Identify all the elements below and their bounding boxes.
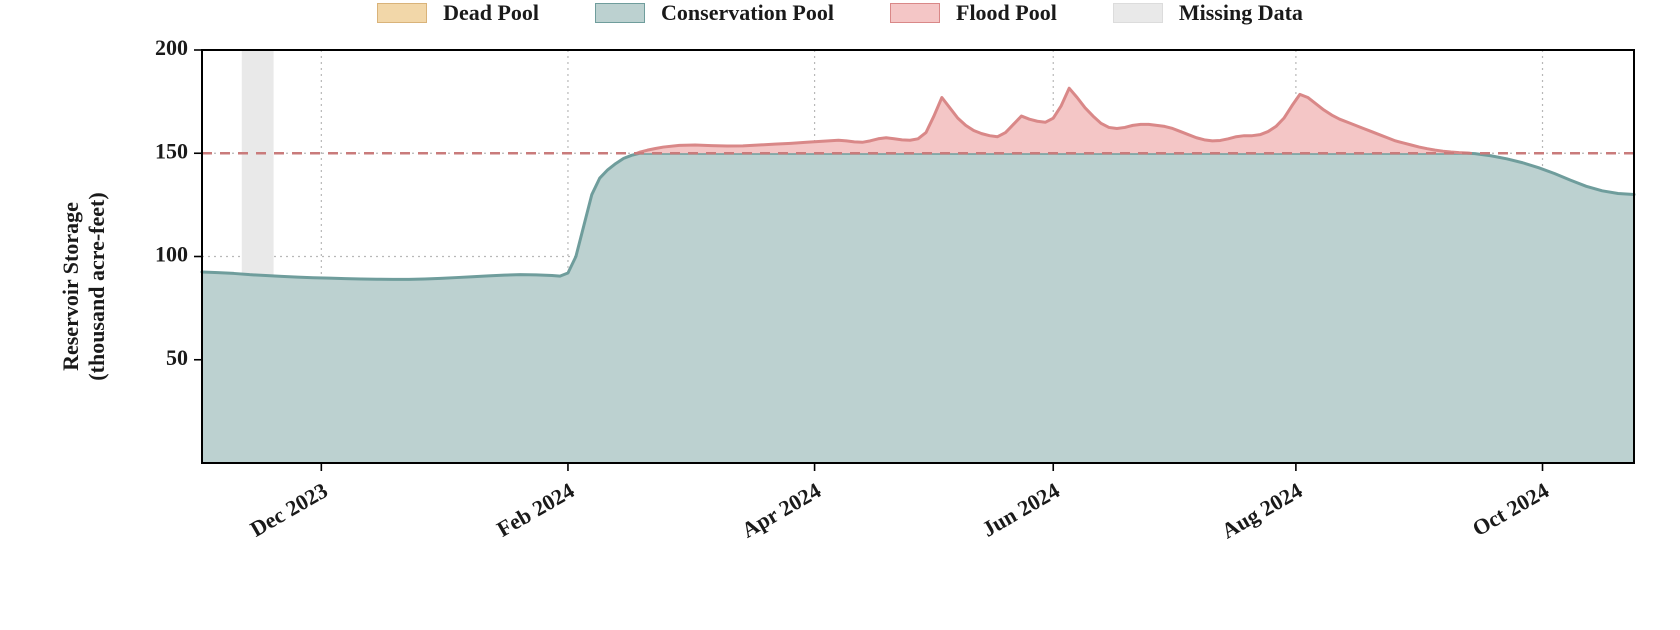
legend-item-flood: Flood Pool [890,0,1057,26]
chart-stage: Dead Pool Conservation Pool Flood Pool M… [0,0,1680,630]
legend-swatch-flood [890,3,940,23]
legend-swatch-missing [1113,3,1163,23]
legend-label: Missing Data [1179,0,1303,26]
x-tick-label: Oct 2024 [1468,478,1553,542]
x-tick-label: Apr 2024 [737,478,825,543]
y-tick-label: 50 [166,345,188,370]
y-tick-label: 150 [155,138,188,163]
legend-swatch-dead [377,3,427,23]
legend: Dead Pool Conservation Pool Flood Pool M… [0,0,1680,28]
y-axis-label: Reservoir Storage (thousand acre-feet) [58,192,110,380]
legend-item-dead: Dead Pool [377,0,539,26]
x-tick-label: Jun 2024 [978,478,1064,542]
y-tick-label: 100 [155,242,188,267]
legend-item-missing: Missing Data [1113,0,1303,26]
legend-item-cons: Conservation Pool [595,0,834,26]
x-tick-label: Aug 2024 [1217,478,1306,544]
legend-label: Dead Pool [443,0,539,26]
legend-swatch-cons [595,3,645,23]
x-tick-label: Feb 2024 [492,478,578,542]
legend-label: Conservation Pool [661,0,834,26]
y-tick-label: 200 [155,35,188,60]
reservoir-storage-chart: 50 100 150 200 Dec 2023 Feb 2024 Apr 2024 Jun 2… [0,0,1680,630]
legend-label: Flood Pool [956,0,1057,26]
x-tick-label: Dec 2023 [246,478,332,542]
